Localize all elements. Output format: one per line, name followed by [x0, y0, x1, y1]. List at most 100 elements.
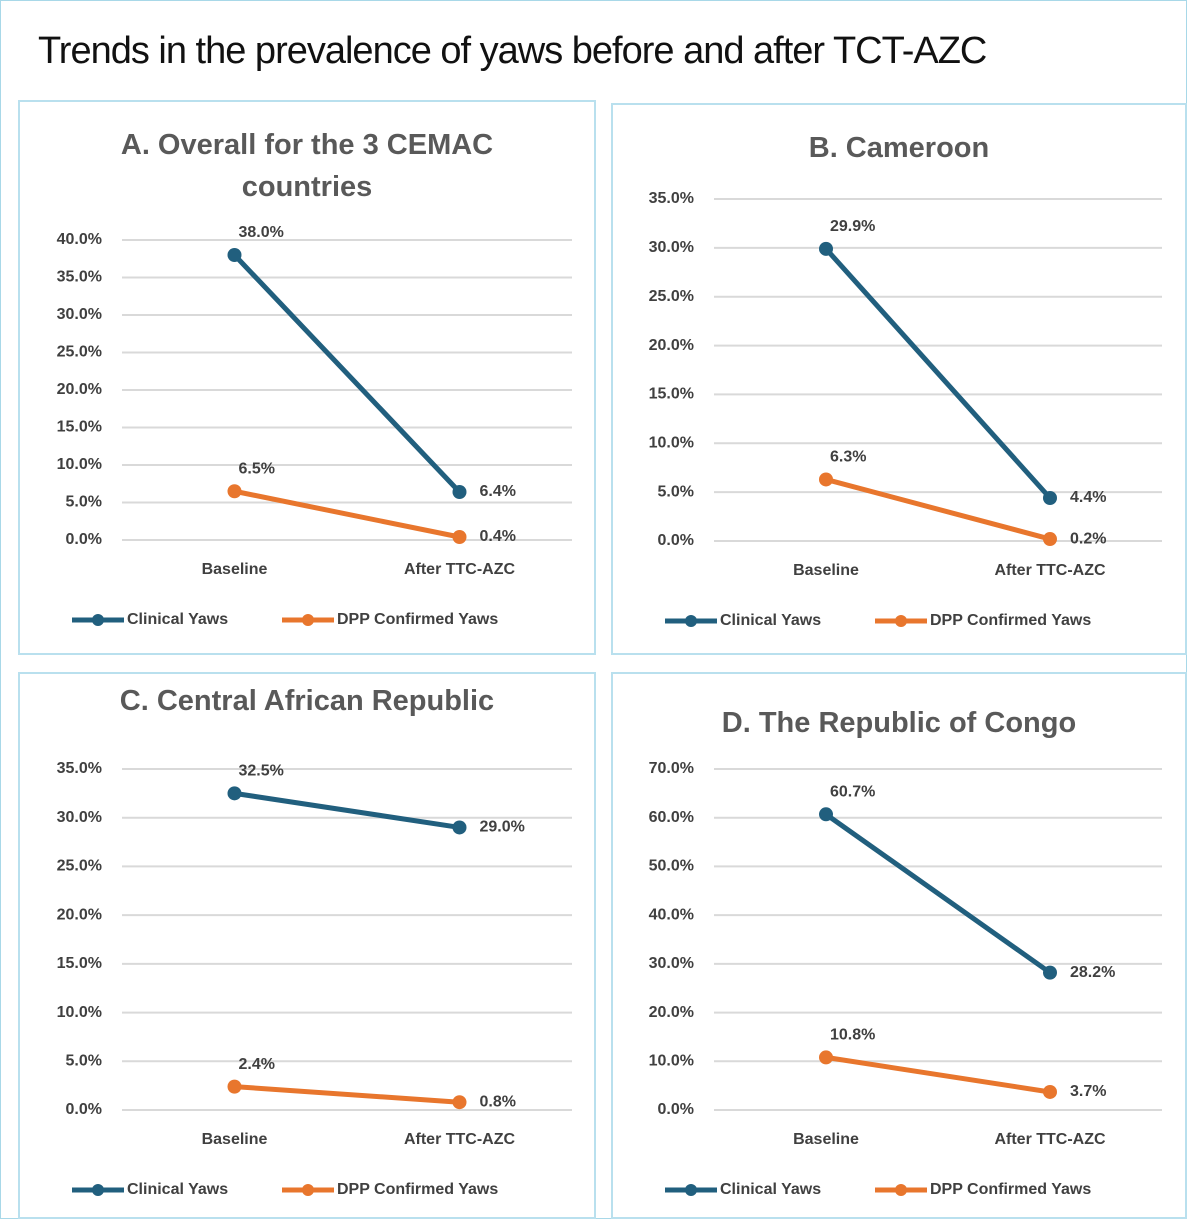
data-label: 29.9% — [830, 218, 875, 235]
y-tick-label: 40.0% — [649, 906, 694, 923]
data-label: 32.5% — [239, 763, 284, 780]
legend-label: DPP Confirmed Yaws — [337, 1181, 498, 1198]
data-label: 0.4% — [480, 528, 516, 545]
data-point — [819, 807, 833, 822]
y-tick-label: 10.0% — [57, 456, 102, 473]
data-point — [227, 248, 242, 262]
y-tick-label: 25.0% — [57, 858, 102, 875]
chart-title: C. Central African Republic — [119, 685, 495, 717]
x-tick-label: Baseline — [793, 562, 859, 579]
series-line — [823, 1054, 1053, 1095]
y-tick-label: 15.0% — [649, 386, 694, 403]
legend-marker — [92, 1184, 104, 1196]
y-tick-label: 30.0% — [649, 239, 694, 256]
legend-label: Clinical Yaws — [127, 611, 228, 628]
legend-label: DPP Confirmed Yaws — [337, 611, 498, 628]
legend-marker — [895, 615, 907, 627]
y-tick-label: 15.0% — [57, 955, 102, 972]
y-tick-label: 35.0% — [57, 269, 102, 286]
x-tick-label: Baseline — [202, 1131, 268, 1148]
y-tick-label: 0.0% — [66, 531, 102, 548]
data-label: 4.4% — [1070, 489, 1106, 506]
legend-label: Clinical Yaws — [720, 1181, 821, 1198]
data-point — [452, 530, 467, 544]
data-label: 6.5% — [239, 460, 275, 477]
legend-label: Clinical Yaws — [720, 612, 821, 629]
series-line — [232, 252, 462, 495]
y-tick-label: 25.0% — [649, 288, 694, 305]
chart-panel: A. Overall for the 3 CEMAC countries 0.0%… — [18, 100, 596, 655]
y-tick-label: 35.0% — [649, 190, 694, 207]
data-point — [227, 1079, 242, 1094]
chart-panel: D. The Republic of Congo 0.0% 10.0% 20.0% 30… — [611, 672, 1187, 1219]
series-line — [823, 811, 1053, 976]
data-point — [452, 820, 467, 835]
data-label: 3.7% — [1070, 1083, 1106, 1100]
data-label: 6.4% — [480, 483, 516, 500]
chart: 0.0% 5.0% 10.0% 15.0% 20.0% 25.0% 30.0% 35.0% Ba… — [649, 190, 1162, 629]
y-tick-label: 25.0% — [57, 344, 102, 361]
chart: 0.0% 10.0% 20.0% 30.0% 40.0% 50.0% 60.0% 70.0% B… — [649, 760, 1162, 1198]
data-label: 2.4% — [239, 1056, 275, 1073]
y-tick-label: 70.0% — [649, 760, 694, 777]
y-tick-label: 5.0% — [658, 483, 694, 500]
y-tick-label: 30.0% — [57, 306, 102, 323]
y-tick-label: 60.0% — [649, 809, 694, 826]
legend-label: Clinical Yaws — [127, 1181, 228, 1198]
y-tick-label: 30.0% — [57, 809, 102, 826]
data-point — [819, 241, 833, 256]
legend-marker — [895, 1184, 907, 1196]
y-tick-label: 15.0% — [57, 419, 102, 436]
x-tick-label: After TTC-AZC — [404, 561, 516, 578]
series-line — [823, 476, 1053, 542]
data-point — [819, 472, 833, 487]
data-point — [227, 484, 242, 499]
legend-marker — [302, 614, 314, 626]
chart-title: D. The Republic of Congo — [721, 707, 1077, 739]
chart: 0.0% 5.0% 10.0% 15.0% 20.0% 25.0% 30.0% 35.0% 40… — [57, 224, 572, 628]
y-tick-label: 30.0% — [649, 955, 694, 972]
data-label: 28.2% — [1070, 964, 1115, 981]
y-tick-label: 35.0% — [57, 760, 102, 777]
y-tick-label: 0.0% — [66, 1101, 102, 1118]
y-tick-label: 0.0% — [658, 1101, 694, 1118]
x-tick-label: Baseline — [202, 561, 268, 578]
data-label: 6.3% — [830, 449, 866, 466]
legend-marker — [92, 614, 104, 626]
y-tick-label: 20.0% — [57, 906, 102, 923]
series-line — [232, 790, 462, 830]
data-point — [1043, 532, 1057, 547]
data-label: 10.8% — [830, 1027, 875, 1044]
series-line — [232, 488, 462, 540]
data-label: 0.8% — [480, 1093, 516, 1110]
data-point — [819, 1050, 833, 1065]
data-label: 29.0% — [480, 819, 525, 836]
y-tick-label: 20.0% — [649, 1004, 694, 1021]
chart-panel: B. Cameroon 0.0% 5.0% 10.0% 15.0% 20.0% 25.0% 3… — [611, 103, 1187, 655]
y-tick-label: 10.0% — [649, 1053, 694, 1070]
legend-label: DPP Confirmed Yaws — [930, 1181, 1091, 1198]
data-point — [1043, 965, 1057, 980]
chart-title: A. Overall for the 3 CEMAC countries — [120, 129, 494, 203]
data-point — [452, 485, 467, 499]
data-label: 38.0% — [239, 224, 284, 241]
legend-marker — [685, 1184, 697, 1196]
x-tick-label: After TTC-AZC — [994, 1131, 1106, 1148]
data-point — [1043, 1084, 1057, 1099]
x-tick-label: After TTC-AZC — [994, 562, 1106, 579]
y-tick-label: 10.0% — [649, 435, 694, 452]
y-tick-label: 5.0% — [66, 494, 102, 511]
series-line — [232, 1084, 462, 1105]
page-title: Trends in the prevalence of yaws before … — [38, 30, 987, 72]
data-label: 60.7% — [830, 784, 875, 801]
legend-marker — [302, 1184, 314, 1196]
series-line — [823, 246, 1053, 501]
y-tick-label: 5.0% — [66, 1053, 102, 1070]
chart-panel: C. Central African Republic 0.0% 5.0% 10.0%… — [18, 672, 596, 1219]
y-tick-label: 50.0% — [649, 858, 694, 875]
y-tick-label: 20.0% — [649, 337, 694, 354]
y-tick-label: 20.0% — [57, 381, 102, 398]
data-point — [452, 1095, 467, 1110]
y-tick-label: 10.0% — [57, 1004, 102, 1021]
chart: 0.0% 5.0% 10.0% 15.0% 20.0% 25.0% 30.0% 35.0% Ba… — [57, 760, 572, 1198]
